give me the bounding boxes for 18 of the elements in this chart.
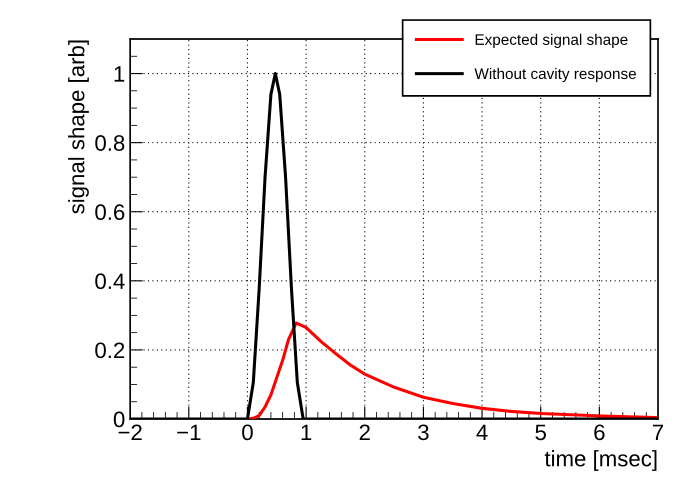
- x-tick-label: 0: [242, 424, 253, 440]
- x-axis-title: time [msec]: [544, 450, 656, 471]
- x-tick-label: −1: [177, 424, 200, 440]
- y-tick-label: 0.6: [95, 204, 124, 220]
- y-tick-label: 0.2: [95, 342, 124, 358]
- y-axis-title: signal shape [arb]: [68, 40, 89, 214]
- y-tick-label: 0.8: [95, 135, 124, 151]
- x-tick-label: 5: [535, 424, 546, 440]
- y-tick-label: 0.4: [95, 273, 125, 290]
- x-tick-label: 1: [302, 424, 312, 440]
- x-tick-label: 2: [360, 424, 370, 440]
- y-tick-label: 1: [114, 66, 124, 82]
- legend-label: Expected signal shape: [476, 34, 628, 48]
- x-tick-label: 6: [594, 424, 605, 440]
- x-tick-label: 7: [652, 424, 664, 440]
- x-tick-label: 3: [418, 424, 429, 440]
- legend-label: Without cavity response: [474, 68, 636, 82]
- x-tick-label: 4: [476, 424, 488, 440]
